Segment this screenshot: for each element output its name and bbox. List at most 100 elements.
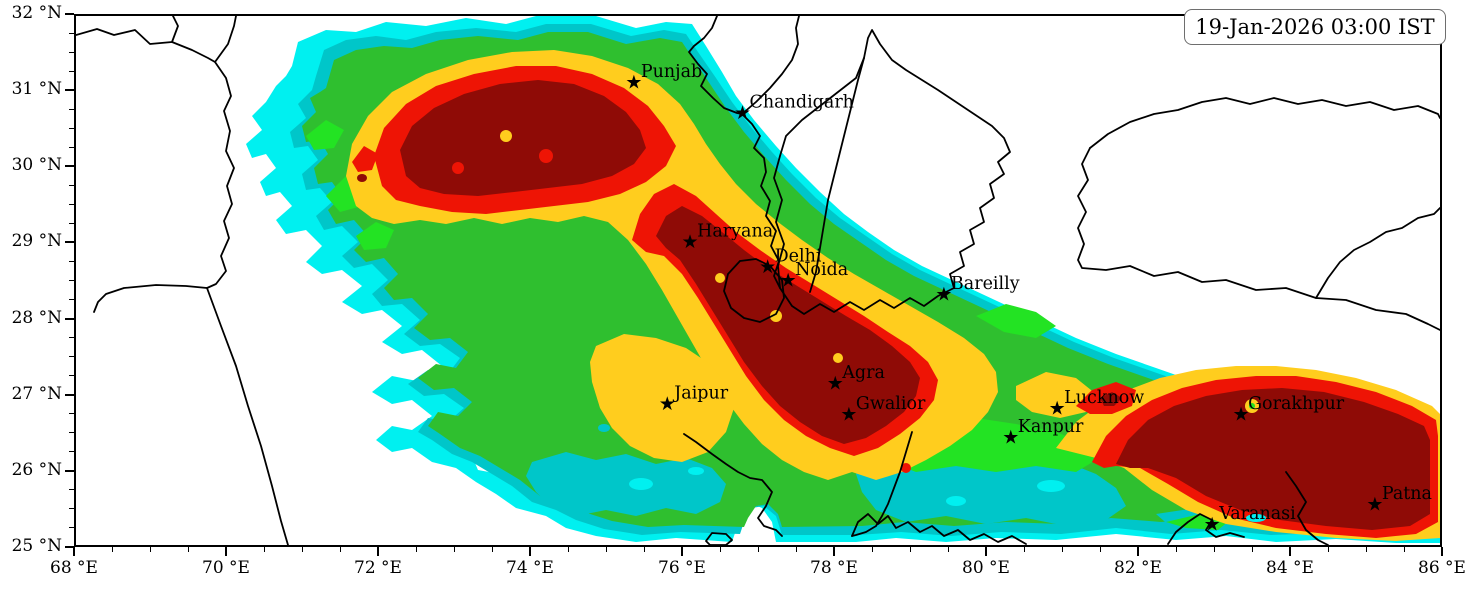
x-minor-tick	[187, 547, 189, 552]
y-tick-label: 26 °N	[11, 459, 62, 480]
contour-spot-yellow	[833, 353, 843, 363]
city-marker-gwalior: ★Gwalior	[840, 394, 926, 426]
city-marker-kanpur: ★Kanpur	[1002, 417, 1084, 449]
y-tick-label: 31 °N	[11, 79, 62, 100]
city-label: Patna	[1382, 484, 1432, 504]
x-minor-tick	[1023, 547, 1025, 552]
x-minor-tick	[453, 547, 455, 552]
city-marker-bareilly: ★Bareilly	[935, 274, 1019, 306]
y-minor-tick	[69, 260, 74, 262]
y-tick-label: 30 °N	[11, 155, 62, 176]
x-major-tick	[1441, 547, 1443, 556]
contour-spot-yellow	[500, 130, 512, 142]
boundary-line	[851, 431, 913, 537]
city-label: Noida	[795, 260, 848, 280]
contour-spot-red	[901, 463, 911, 473]
x-minor-tick	[719, 547, 721, 552]
city-label: Varanasi	[1218, 504, 1296, 524]
city-marker-varanasi: ★Varanasi	[1204, 504, 1296, 536]
boundary-line	[1315, 207, 1440, 299]
contour-spot-cyan	[1246, 514, 1266, 522]
x-tick-label: 68 °E	[50, 558, 98, 578]
contour-region-red	[352, 146, 378, 172]
y-tick-label: 25 °N	[11, 536, 62, 556]
y-minor-tick	[69, 108, 74, 110]
x-minor-tick	[1213, 547, 1215, 552]
x-minor-tick	[1327, 547, 1329, 552]
contour-spot-yellow	[770, 310, 782, 322]
x-tick-label: 82 °E	[1114, 558, 1162, 578]
boundary-line	[1077, 147, 1440, 331]
city-label: Lucknow	[1064, 388, 1144, 408]
city-label: Haryana	[697, 221, 773, 241]
y-tick-label: 28 °N	[11, 307, 62, 328]
y-major-tick	[65, 393, 74, 396]
contour-region-teal	[526, 452, 726, 516]
x-major-tick	[681, 547, 683, 556]
x-major-tick	[377, 547, 379, 556]
city-star-icon: ★	[759, 256, 776, 278]
x-major-tick	[833, 547, 835, 556]
boundary-line	[851, 513, 1027, 545]
y-minor-tick	[69, 413, 74, 415]
boundary-line	[683, 433, 783, 537]
contour-region-dark_red	[1116, 388, 1430, 530]
y-minor-tick	[69, 489, 74, 491]
contour-spot-cyan	[688, 467, 704, 475]
city-marker-agra: ★Agra	[827, 363, 885, 395]
city-marker-gorakhpur: ★Gorakhpur	[1233, 394, 1345, 426]
city-marker-lucknow: ★Lucknow	[1049, 388, 1145, 420]
y-major-tick	[65, 469, 74, 472]
x-minor-tick	[871, 547, 873, 552]
city-label: Gorakhpur	[1248, 394, 1345, 414]
y-minor-tick	[69, 508, 74, 510]
y-minor-tick	[69, 337, 74, 339]
city-star-icon: ★	[780, 270, 797, 292]
x-minor-tick	[643, 547, 645, 552]
city-label: Chandigarh	[750, 93, 854, 113]
boundary-line	[171, 16, 237, 63]
y-minor-tick	[69, 375, 74, 377]
x-minor-tick	[757, 547, 759, 552]
x-tick-label: 80 °E	[962, 558, 1010, 578]
boundary-line	[1285, 471, 1329, 545]
y-minor-tick	[69, 203, 74, 205]
contour-spot-cyan	[1037, 480, 1065, 492]
y-major-tick	[65, 89, 74, 92]
city-marker-delhi: ★Delhi	[759, 247, 822, 279]
boundary-line	[809, 57, 865, 293]
contour-spot-cyan	[946, 496, 966, 506]
city-marker-noida: ★Noida	[780, 260, 849, 292]
timestamp-label: 19-Jan-2026 03:00 IST	[1195, 15, 1435, 39]
x-minor-tick	[301, 547, 303, 552]
boundary-line	[1089, 97, 1440, 149]
x-tick-label: 74 °E	[506, 558, 554, 578]
contour-spot-teal	[598, 424, 610, 432]
y-tick-label: 29 °N	[11, 231, 62, 252]
x-minor-tick	[1099, 547, 1101, 552]
y-minor-tick	[69, 432, 74, 434]
x-minor-tick	[263, 547, 265, 552]
boundary-line	[206, 61, 235, 289]
city-star-icon: ★	[659, 393, 676, 415]
contour-region-bright_green	[356, 222, 394, 250]
y-tick-label: 32 °N	[11, 3, 62, 23]
boundary-line	[1167, 513, 1245, 545]
y-minor-tick	[69, 527, 74, 529]
city-marker-haryana: ★Haryana	[682, 221, 774, 253]
x-minor-tick	[491, 547, 493, 552]
y-minor-tick	[69, 70, 74, 72]
city-label: Jaipur	[672, 384, 729, 404]
city-star-icon: ★	[840, 404, 857, 426]
city-label: Gwalior	[856, 394, 926, 414]
y-minor-tick	[69, 32, 74, 34]
y-minor-tick	[69, 299, 74, 301]
boundary-line	[76, 16, 179, 45]
y-minor-tick	[69, 222, 74, 224]
y-major-tick	[65, 165, 74, 168]
map-canvas: ★Punjab★Chandigarh★Haryana★Delhi★Noida★B…	[76, 16, 1440, 545]
y-minor-tick	[69, 280, 74, 281]
boundary-line	[723, 258, 785, 323]
contour-region-bright_green	[306, 120, 344, 150]
